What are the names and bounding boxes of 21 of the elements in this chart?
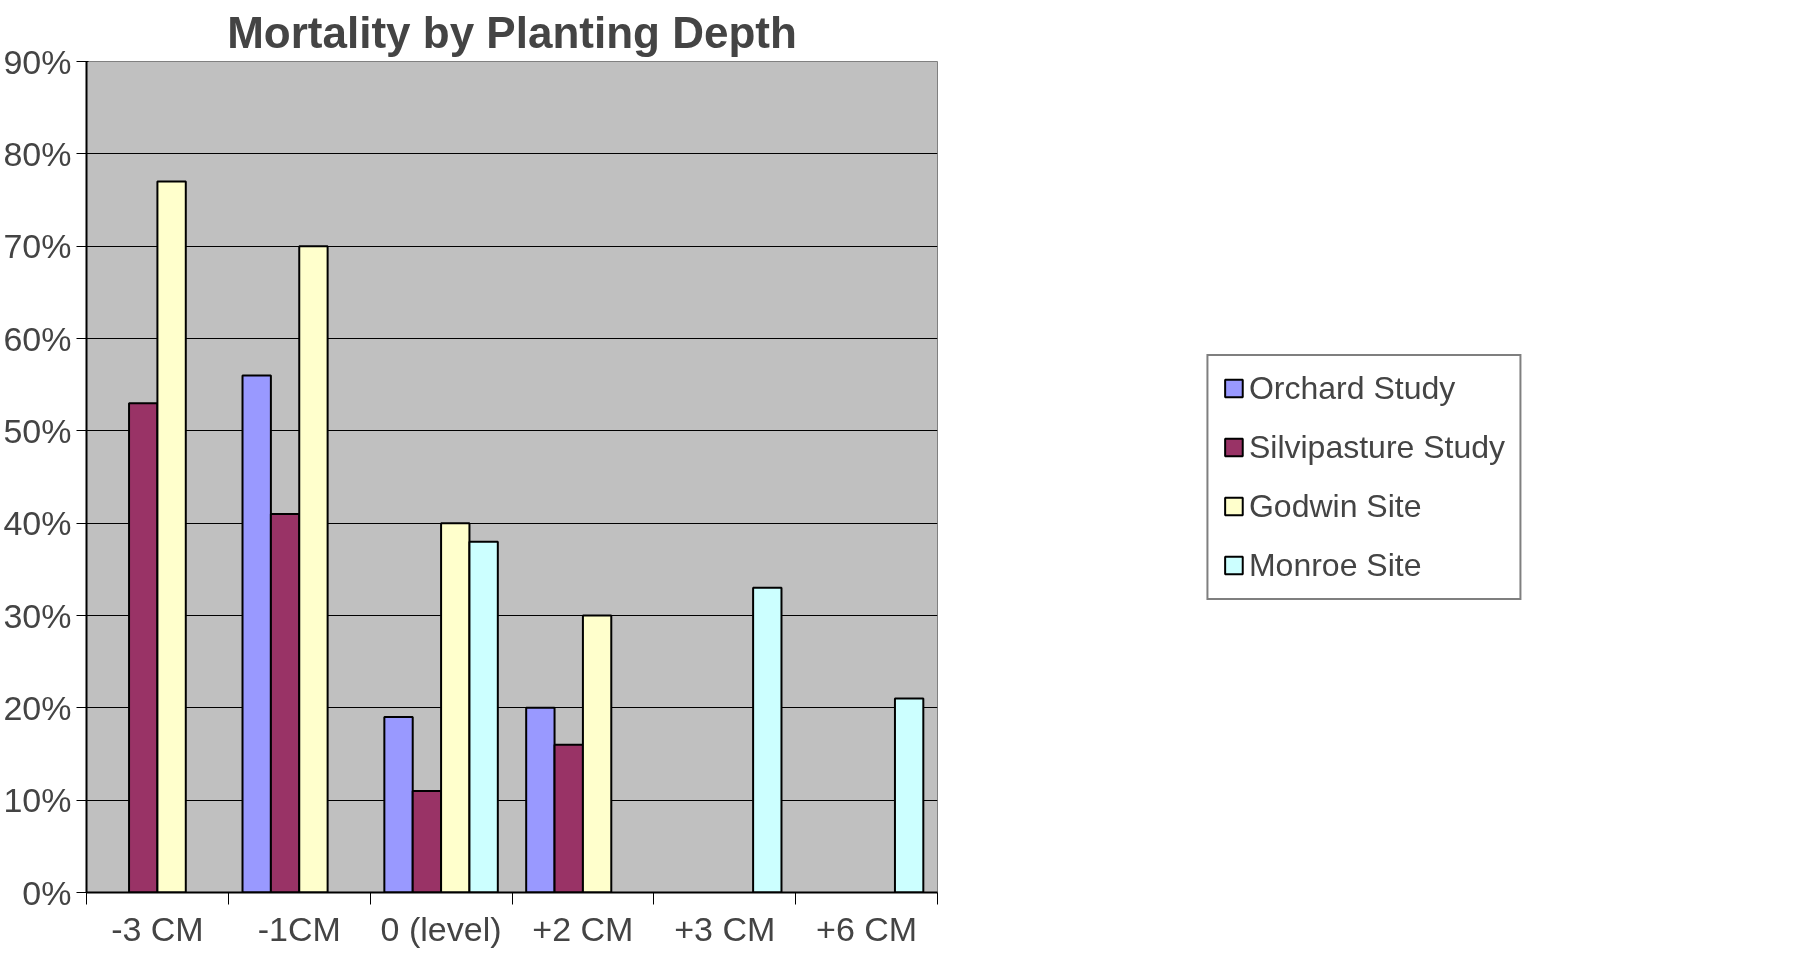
x-tick-label: +2 CM (532, 909, 634, 948)
x-tick-label: +3 CM (674, 909, 776, 948)
x-tick-label: +6 CM (816, 909, 918, 948)
x-tick-label: 0 (level) (380, 909, 502, 948)
legend-label: Orchard Study (1248, 369, 1456, 407)
legend-label: Godwin Site (1248, 487, 1422, 525)
y-tick-label: 70% (3, 227, 72, 266)
y-tick-label: 40% (3, 504, 72, 543)
y-tick-label: 30% (3, 596, 72, 635)
y-tick-label: 10% (3, 781, 72, 820)
legend-label: Silvipasture Study (1248, 428, 1506, 466)
y-tick-label: 50% (3, 411, 72, 450)
y-tick-label: 60% (3, 319, 72, 358)
x-tick-label: -3 CM (111, 909, 204, 948)
chart-title: Mortality by Planting Depth (227, 7, 797, 57)
x-tick-label: -1CM (257, 909, 341, 948)
y-tick-label: 80% (3, 134, 72, 173)
y-tick-label: 90% (3, 42, 72, 81)
y-tick-label: 0% (22, 873, 72, 912)
y-tick-label: 20% (3, 688, 72, 727)
legend-label: Monroe Site (1248, 546, 1422, 584)
